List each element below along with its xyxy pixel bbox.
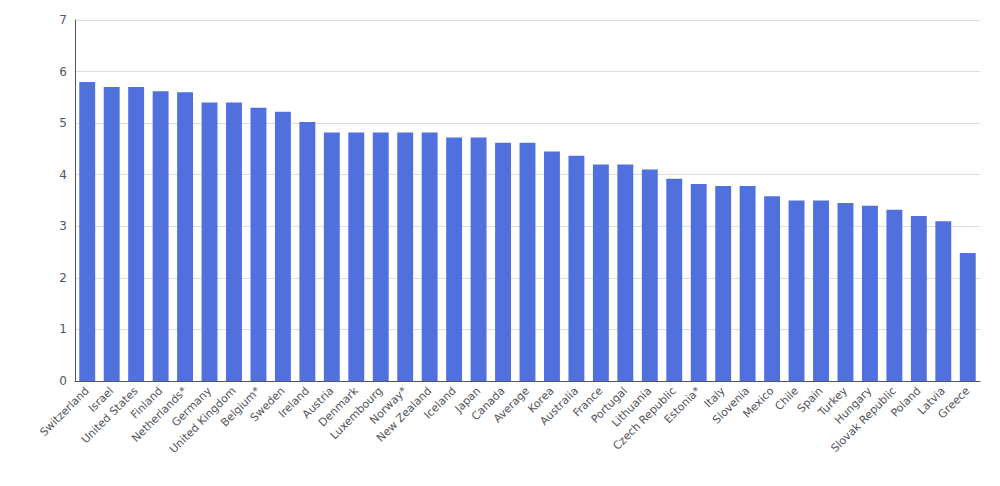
svg-text:France: France xyxy=(570,384,606,420)
svg-text:Average: Average xyxy=(491,384,533,426)
svg-text:5: 5 xyxy=(59,116,67,130)
svg-text:Estonia*: Estonia* xyxy=(662,384,704,426)
svg-text:Portugal: Portugal xyxy=(588,384,630,426)
svg-text:Czech Republic: Czech Republic xyxy=(610,384,679,453)
svg-text:Norway*: Norway* xyxy=(367,384,410,427)
svg-text:Latvia: Latvia xyxy=(915,384,948,418)
svg-text:Sweden: Sweden xyxy=(247,384,288,425)
svg-text:Germany: Germany xyxy=(169,384,215,430)
svg-text:Poland: Poland xyxy=(888,384,923,419)
svg-text:4: 4 xyxy=(59,168,67,182)
svg-text:Mexico: Mexico xyxy=(740,384,777,421)
svg-text:Hungary: Hungary xyxy=(832,384,875,427)
svg-text:1: 1 xyxy=(59,322,67,336)
svg-text:New Zealand: New Zealand xyxy=(374,384,435,445)
svg-text:Spain: Spain xyxy=(794,384,826,416)
svg-text:2: 2 xyxy=(59,271,67,285)
svg-text:Israel: Israel xyxy=(85,384,117,415)
svg-text:0: 0 xyxy=(59,374,67,388)
svg-text:Korea: Korea xyxy=(525,384,557,416)
svg-text:Japan: Japan xyxy=(452,384,484,416)
svg-text:Belgium*: Belgium* xyxy=(218,384,263,430)
svg-text:Slovak Republic: Slovak Republic xyxy=(828,384,899,455)
svg-text:Denmark: Denmark xyxy=(316,384,361,430)
svg-text:6: 6 xyxy=(59,65,67,79)
svg-text:Chile: Chile xyxy=(772,384,802,413)
svg-text:Italy: Italy xyxy=(701,384,728,411)
svg-text:Slovenia: Slovenia xyxy=(710,384,753,427)
svg-text:Netherlands*: Netherlands* xyxy=(129,384,190,445)
svg-text:United States: United States xyxy=(79,384,141,447)
svg-text:3: 3 xyxy=(59,219,67,233)
svg-text:7: 7 xyxy=(59,13,67,27)
svg-text:Iceland: Iceland xyxy=(421,384,458,421)
svg-text:Finland: Finland xyxy=(128,384,166,422)
svg-text:Luxembourg: Luxembourg xyxy=(327,384,386,442)
svg-text:Turkey: Turkey xyxy=(815,384,851,419)
svg-text:United Kingdom: United Kingdom xyxy=(167,384,239,456)
svg-text:Australia: Australia xyxy=(537,384,581,428)
svg-text:Lithuania: Lithuania xyxy=(609,384,655,430)
svg-text:Switzerland: Switzerland xyxy=(37,384,92,439)
svg-text:Greece: Greece xyxy=(936,384,973,421)
svg-text:Canada: Canada xyxy=(468,384,508,424)
svg-text:Ireland: Ireland xyxy=(275,384,312,421)
svg-text:Austria: Austria xyxy=(299,384,337,421)
